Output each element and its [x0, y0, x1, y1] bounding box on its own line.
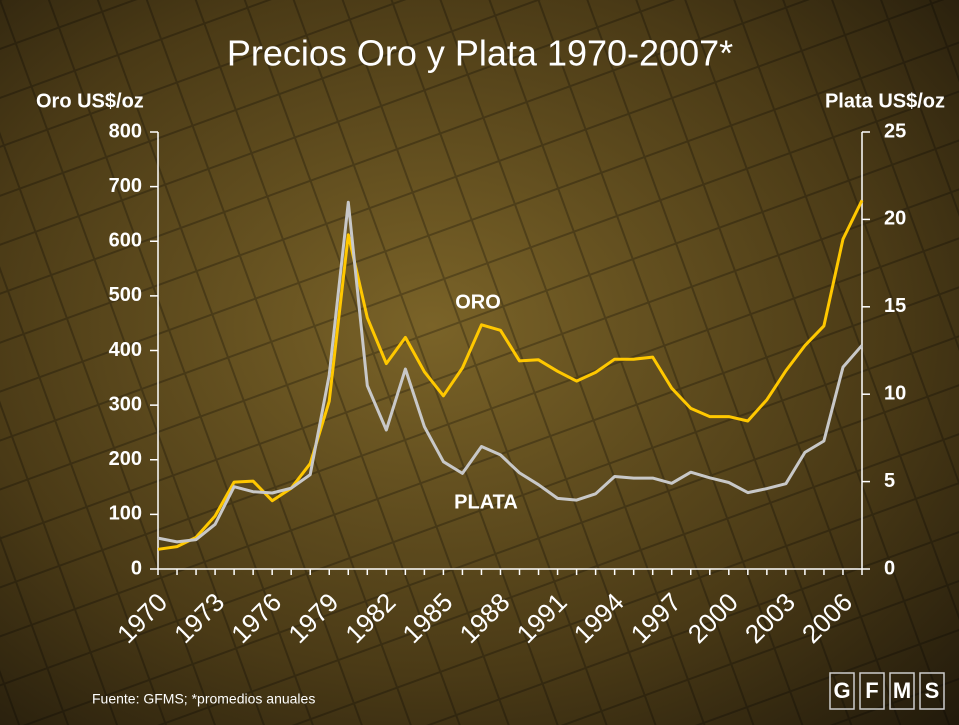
series-label: PLATA [454, 491, 518, 513]
y2-tick-label: 10 [884, 382, 906, 404]
source-note: Fuente: GFMS; *promedios anuales [92, 691, 315, 707]
logo-box [829, 672, 855, 710]
y-tick-label: 700 [109, 175, 142, 197]
logo-box [859, 672, 885, 710]
y2-tick-label: 0 [884, 557, 895, 579]
logo-letter: M [893, 678, 911, 703]
logo-letter: F [865, 678, 878, 703]
logo-letter: G [833, 678, 850, 703]
chart-title: Precios Oro y Plata 1970-2007* [227, 33, 733, 74]
y2-tick-label: 15 [884, 295, 906, 317]
logo-box [919, 672, 945, 710]
y2-axis-label: Plata US$/oz [825, 90, 945, 112]
y-tick-label: 100 [109, 503, 142, 525]
logo-box [889, 672, 915, 710]
series-line [157, 200, 864, 544]
series-line [157, 199, 864, 551]
y-tick-label: 600 [109, 230, 142, 252]
logo-letter: S [925, 678, 940, 703]
y2-tick-label: 5 [884, 470, 895, 492]
y2-tick-label: 20 [884, 208, 906, 230]
y-axis-label: Oro US$/oz [36, 90, 144, 112]
y-tick-label: 0 [131, 557, 142, 579]
y-tick-label: 800 [109, 120, 142, 142]
y-tick-label: 200 [109, 448, 142, 470]
y2-tick-label: 25 [884, 120, 906, 142]
y-tick-label: 400 [109, 339, 142, 361]
series-label: ORO [455, 291, 501, 313]
y-tick-label: 500 [109, 284, 142, 306]
y-tick-label: 300 [109, 393, 142, 415]
